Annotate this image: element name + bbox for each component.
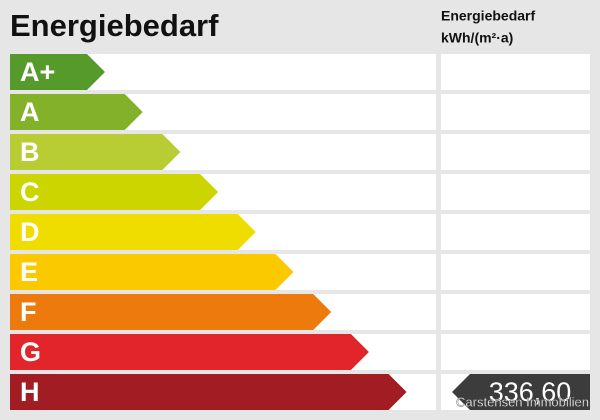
class-label: G: [20, 337, 41, 367]
value-cell: [441, 334, 590, 370]
value-indicator: [452, 374, 590, 410]
value-text: 336,60: [489, 377, 572, 407]
class-arrow: [10, 294, 332, 330]
value-cell: [441, 134, 590, 170]
value-cell: [441, 214, 590, 250]
class-label: B: [20, 137, 40, 167]
class-label: A+: [20, 57, 55, 87]
value-cell: [441, 174, 590, 210]
class-label: F: [20, 297, 37, 327]
column-title: Energiebedarf: [441, 8, 535, 24]
value-cell: [441, 94, 590, 130]
class-label: H: [20, 377, 40, 407]
class-arrow: [10, 214, 256, 250]
class-label: C: [20, 177, 40, 207]
column-unit: kWh/(m²·a): [441, 30, 513, 46]
class-arrow: [10, 254, 294, 290]
class-arrow: [10, 174, 219, 210]
class-label: A: [20, 97, 40, 127]
class-arrow: [10, 374, 407, 410]
class-label: E: [20, 257, 38, 287]
class-arrow: [10, 94, 143, 130]
watermark: Carstensen Immobilien: [456, 394, 589, 409]
title: Energiebedarf: [10, 8, 219, 43]
value-cell: [441, 54, 590, 90]
value-cell: [441, 294, 590, 330]
class-arrow: [10, 134, 181, 170]
class-arrow: [10, 334, 369, 370]
value-cell: [441, 254, 590, 290]
class-label: D: [20, 217, 40, 247]
class-arrow: [10, 54, 105, 90]
